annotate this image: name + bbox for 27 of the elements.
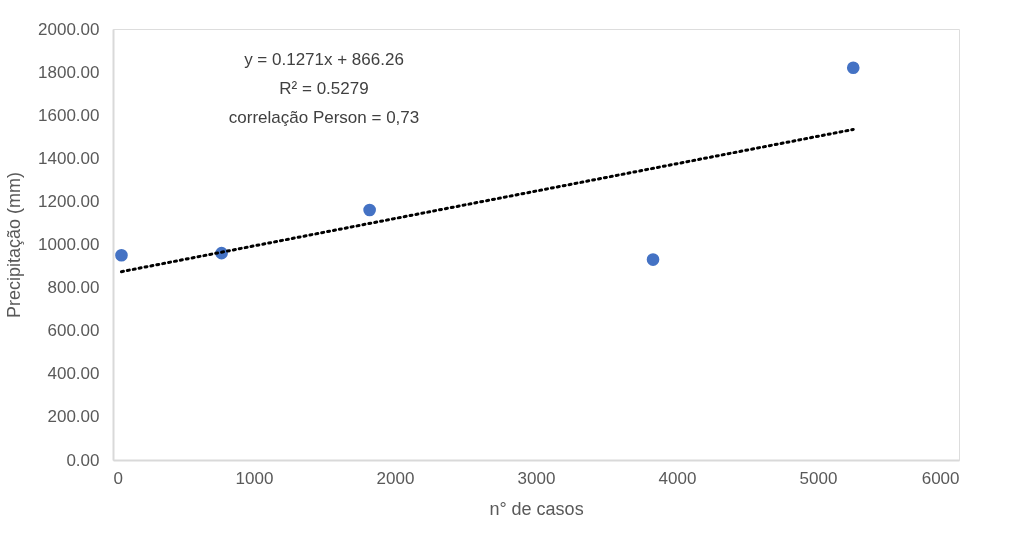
x-axis-title: n° de casos xyxy=(489,498,584,519)
x-tick-label: 4000 xyxy=(658,468,697,488)
x-tick-label: 1000 xyxy=(235,468,274,488)
y-tick-label: 200.00 xyxy=(47,407,100,427)
y-tick-label: 2000.00 xyxy=(38,19,100,39)
x-tick-label: 2000 xyxy=(376,468,415,488)
annotation: y = 0.1271x + 866.26 xyxy=(244,50,404,69)
y-tick-label: 1600.00 xyxy=(38,105,100,125)
x-tick-label: 5000 xyxy=(799,468,838,488)
y-tick-label: 400.00 xyxy=(47,364,100,384)
point xyxy=(646,253,660,266)
y-tick-label: 1400.00 xyxy=(38,148,100,168)
point xyxy=(846,61,860,75)
y-tick-label: 1200.00 xyxy=(38,191,100,211)
y-tick-label: 1000.00 xyxy=(38,235,100,254)
y-tick-label: 600.00 xyxy=(47,321,100,341)
annotation: R² = 0.5279 xyxy=(279,79,369,98)
annotation: correlação Person = 0,73 xyxy=(228,108,420,127)
y-tick-label: 0.00 xyxy=(66,450,100,470)
y-tick-label: 800.00 xyxy=(47,278,100,298)
y-tick-label: 1800.00 xyxy=(38,62,100,82)
x-tick-label: 6000 xyxy=(921,468,960,488)
x-tick-label: 0 xyxy=(113,468,123,488)
x-tick-label: 3000 xyxy=(517,468,556,488)
point xyxy=(115,248,128,262)
y-axis-title: Precipitação (mm) xyxy=(4,171,25,319)
point xyxy=(363,203,376,217)
